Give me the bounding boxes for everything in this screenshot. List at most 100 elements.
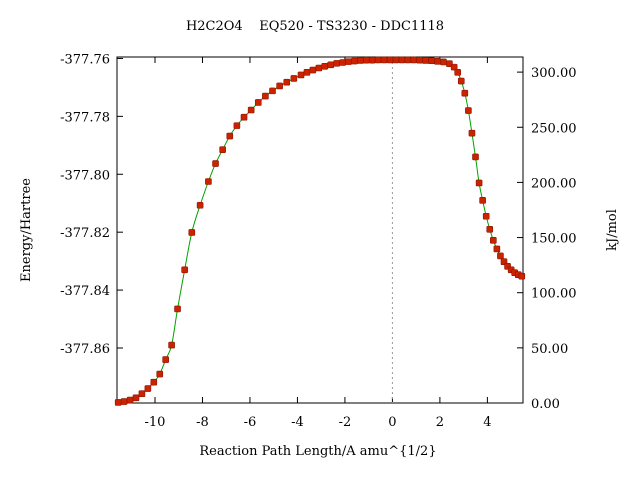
x-tick-label: -10 <box>145 415 166 430</box>
data-point <box>132 394 140 402</box>
y-tick-label: -377.84 <box>60 284 110 299</box>
y2-tick-label: 250.00 <box>531 121 577 136</box>
data-point <box>309 66 317 74</box>
data-point <box>472 153 479 161</box>
data-point <box>333 60 340 67</box>
bottom-axis: -10 -8 -6 -4 -2 0 2 4 <box>145 57 492 430</box>
data-point <box>120 398 128 405</box>
data-point <box>126 396 134 404</box>
data-point <box>468 129 476 137</box>
data-point <box>457 77 465 85</box>
y-tick-label: -377.76 <box>60 52 110 67</box>
data-point <box>416 56 424 64</box>
data-point <box>219 146 226 153</box>
data-point <box>386 56 394 64</box>
data-point <box>162 356 169 363</box>
data-point <box>486 225 494 233</box>
x-tick-label: 4 <box>483 415 491 430</box>
data-point <box>290 75 298 82</box>
y-tick-label: -377.80 <box>60 168 110 183</box>
y2-tick-label: 100.00 <box>531 287 577 302</box>
data-point <box>493 245 501 253</box>
plot-frame <box>116 56 524 404</box>
data-point <box>303 69 311 76</box>
x-tick-label: -8 <box>196 415 209 430</box>
data-point <box>434 58 441 65</box>
energy-curve-line <box>118 59 522 403</box>
data-point <box>144 385 152 392</box>
right-axis: 0.00 50.00 100.00 150.00 200.00 250.00 300.00 <box>517 66 577 412</box>
data-point <box>188 229 196 236</box>
data-point <box>428 57 435 65</box>
data-point <box>475 179 483 187</box>
data-point <box>181 266 188 274</box>
data-point <box>339 59 346 66</box>
data-point <box>398 56 406 64</box>
data-point <box>362 56 370 64</box>
x-tick-label: 2 <box>436 415 444 430</box>
data-point <box>461 89 469 97</box>
data-point <box>450 63 458 71</box>
data-point <box>479 197 486 204</box>
data-point <box>233 122 241 129</box>
x-axis-title: Reaction Path Length/A amu^{1/2} <box>199 444 436 459</box>
data-point <box>174 305 181 313</box>
energy-curve-points <box>114 56 526 406</box>
data-point <box>351 57 358 65</box>
y2-tick-label: 200.00 <box>531 176 577 191</box>
y2-tick-label: 50.00 <box>531 342 568 357</box>
data-point <box>454 69 462 76</box>
data-point <box>518 272 526 280</box>
y-tick-label: -377.86 <box>60 342 110 357</box>
y2-tick-label: 300.00 <box>531 66 577 81</box>
y2-tick-label: 0.00 <box>531 397 560 412</box>
y2-axis-title: kJ/mol <box>605 209 620 251</box>
data-point <box>422 57 429 64</box>
data-point <box>380 56 388 64</box>
data-point <box>357 57 364 64</box>
data-point <box>196 201 204 209</box>
data-point <box>482 212 490 220</box>
data-point <box>226 132 234 140</box>
data-point <box>410 56 418 64</box>
data-point <box>150 378 158 386</box>
data-point <box>327 61 334 69</box>
x-tick-label: -4 <box>291 415 304 430</box>
data-point <box>497 252 504 260</box>
data-point <box>345 58 352 65</box>
data-point <box>392 56 400 64</box>
data-point <box>276 82 283 90</box>
data-point <box>168 341 175 349</box>
data-point <box>138 390 146 398</box>
data-point <box>440 58 447 66</box>
x-tick-label: -2 <box>339 415 352 430</box>
data-point <box>156 370 164 378</box>
data-point <box>465 107 472 114</box>
data-point <box>269 87 276 95</box>
y-axis-title: Energy/Hartree <box>19 178 34 282</box>
data-point <box>297 71 305 79</box>
chart-title: H2C2O4 EQ520 - TS3230 - DDC1118 <box>186 19 444 34</box>
x-tick-label: 0 <box>388 415 396 430</box>
data-point <box>368 56 376 64</box>
data-point <box>374 56 382 64</box>
left-axis: -377.86 -377.84 -377.82 -377.80 -377.78 -377.… <box>60 52 123 357</box>
data-point <box>283 78 291 86</box>
y2-tick-label: 150.00 <box>531 232 577 247</box>
data-point <box>490 236 497 244</box>
x-tick-label: -6 <box>244 415 257 430</box>
data-point <box>247 106 255 114</box>
data-point <box>262 92 269 100</box>
data-point <box>240 113 248 121</box>
data-point <box>315 64 323 72</box>
data-point <box>212 160 219 167</box>
data-point <box>114 399 122 406</box>
data-point <box>321 62 329 70</box>
data-point <box>404 56 412 64</box>
data-point <box>254 99 262 106</box>
y-tick-label: -377.82 <box>60 226 110 241</box>
y-tick-label: -377.78 <box>60 110 110 125</box>
data-point <box>205 178 212 185</box>
